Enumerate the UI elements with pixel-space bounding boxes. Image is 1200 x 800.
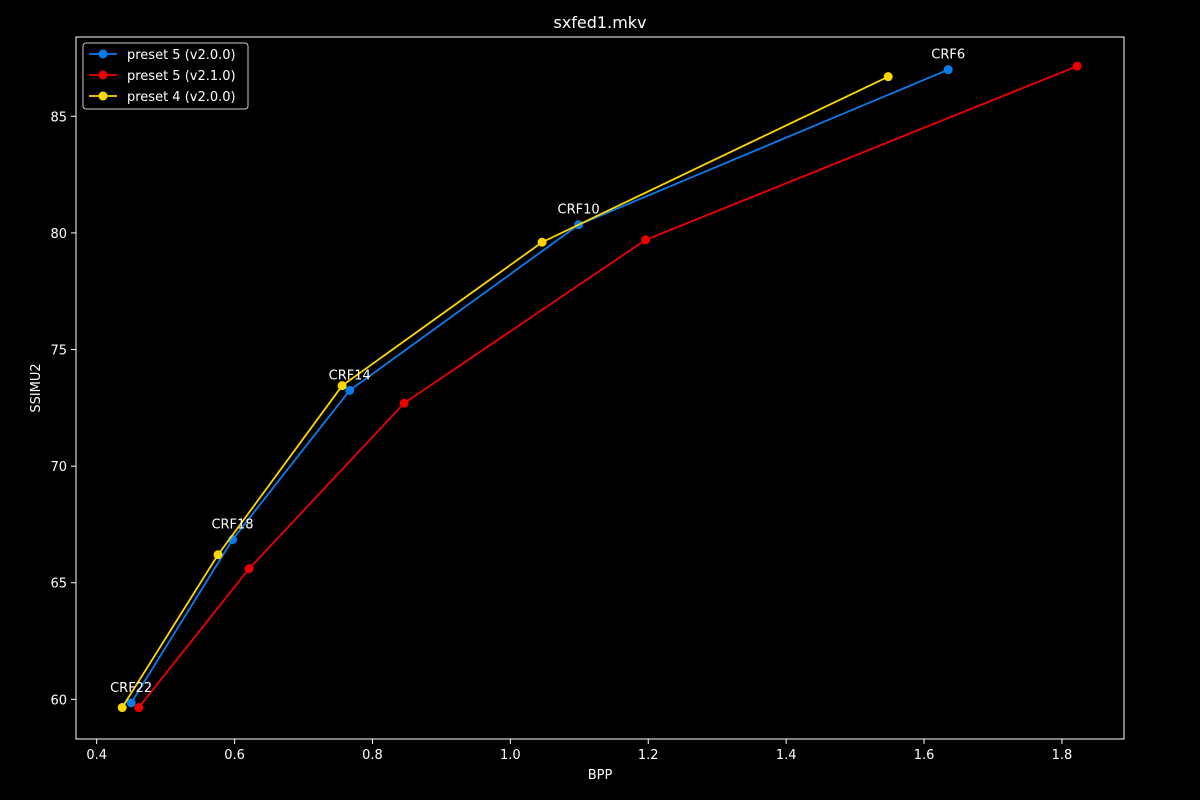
y-tick-label: 80 bbox=[50, 227, 67, 242]
series-2-point bbox=[134, 703, 144, 713]
x-tick-label: 1.2 bbox=[638, 748, 659, 763]
annotation-label: CRF6 bbox=[931, 48, 965, 63]
annotation-label: CRF10 bbox=[558, 203, 600, 218]
y-tick-label: 75 bbox=[50, 344, 67, 359]
annotations: CRF22 CRF18 CRF14 CRF10 CRF6 bbox=[110, 48, 965, 696]
series-2-point bbox=[244, 564, 254, 574]
x-tick-label: 0.4 bbox=[86, 748, 107, 763]
annotation-label: CRF22 bbox=[110, 681, 152, 696]
x-axis-label: BPP bbox=[588, 768, 613, 783]
y-tick-label: 85 bbox=[50, 110, 67, 125]
legend-label-3: preset 4 (v2.0.0) bbox=[127, 90, 236, 105]
x-tick-label: 0.8 bbox=[362, 748, 383, 763]
series-3-point bbox=[213, 550, 223, 560]
series-3-point bbox=[337, 381, 347, 391]
annotation-label: CRF18 bbox=[211, 518, 253, 533]
series-3-point bbox=[117, 703, 127, 713]
series-3-point bbox=[537, 237, 547, 247]
y-tick-label: 65 bbox=[50, 577, 67, 592]
series-3-point bbox=[883, 72, 893, 82]
x-tick-label: 1.8 bbox=[1052, 748, 1073, 763]
series-2-point bbox=[641, 235, 651, 245]
legend-marker-1 bbox=[98, 49, 108, 59]
y-tick-label: 60 bbox=[50, 693, 67, 708]
legend-label-2: preset 5 (v2.1.0) bbox=[127, 69, 236, 84]
legend: preset 5 (v2.0.0) preset 5 (v2.1.0) preset… bbox=[82, 42, 249, 110]
chart-title: sxfed1.mkv bbox=[553, 13, 646, 32]
y-tick-label: 70 bbox=[50, 460, 67, 475]
legend-label-1: preset 5 (v2.0.0) bbox=[127, 48, 236, 63]
series-2-point bbox=[399, 398, 409, 408]
x-tick-label: 0.6 bbox=[224, 748, 245, 763]
legend-marker-2 bbox=[98, 70, 108, 80]
y-axis: 60 65 70 75 80 85 bbox=[50, 110, 76, 708]
y-axis-label: SSIMU2 bbox=[29, 363, 44, 412]
legend-box bbox=[82, 42, 249, 110]
annotation-label: CRF14 bbox=[329, 368, 371, 383]
x-axis: 0.4 0.6 0.8 1.0 1.2 1.4 1.6 1.8 bbox=[86, 739, 1072, 763]
plot-frame bbox=[75, 36, 1125, 740]
x-tick-label: 1.0 bbox=[500, 748, 521, 763]
series-2-point bbox=[1072, 61, 1082, 71]
plot-area bbox=[117, 61, 1082, 713]
series-1-point bbox=[943, 65, 953, 75]
x-tick-label: 1.6 bbox=[914, 748, 935, 763]
legend-marker-3 bbox=[98, 91, 108, 101]
x-tick-label: 1.4 bbox=[776, 748, 797, 763]
series-1-point bbox=[345, 385, 355, 395]
series-1-point bbox=[126, 698, 136, 708]
